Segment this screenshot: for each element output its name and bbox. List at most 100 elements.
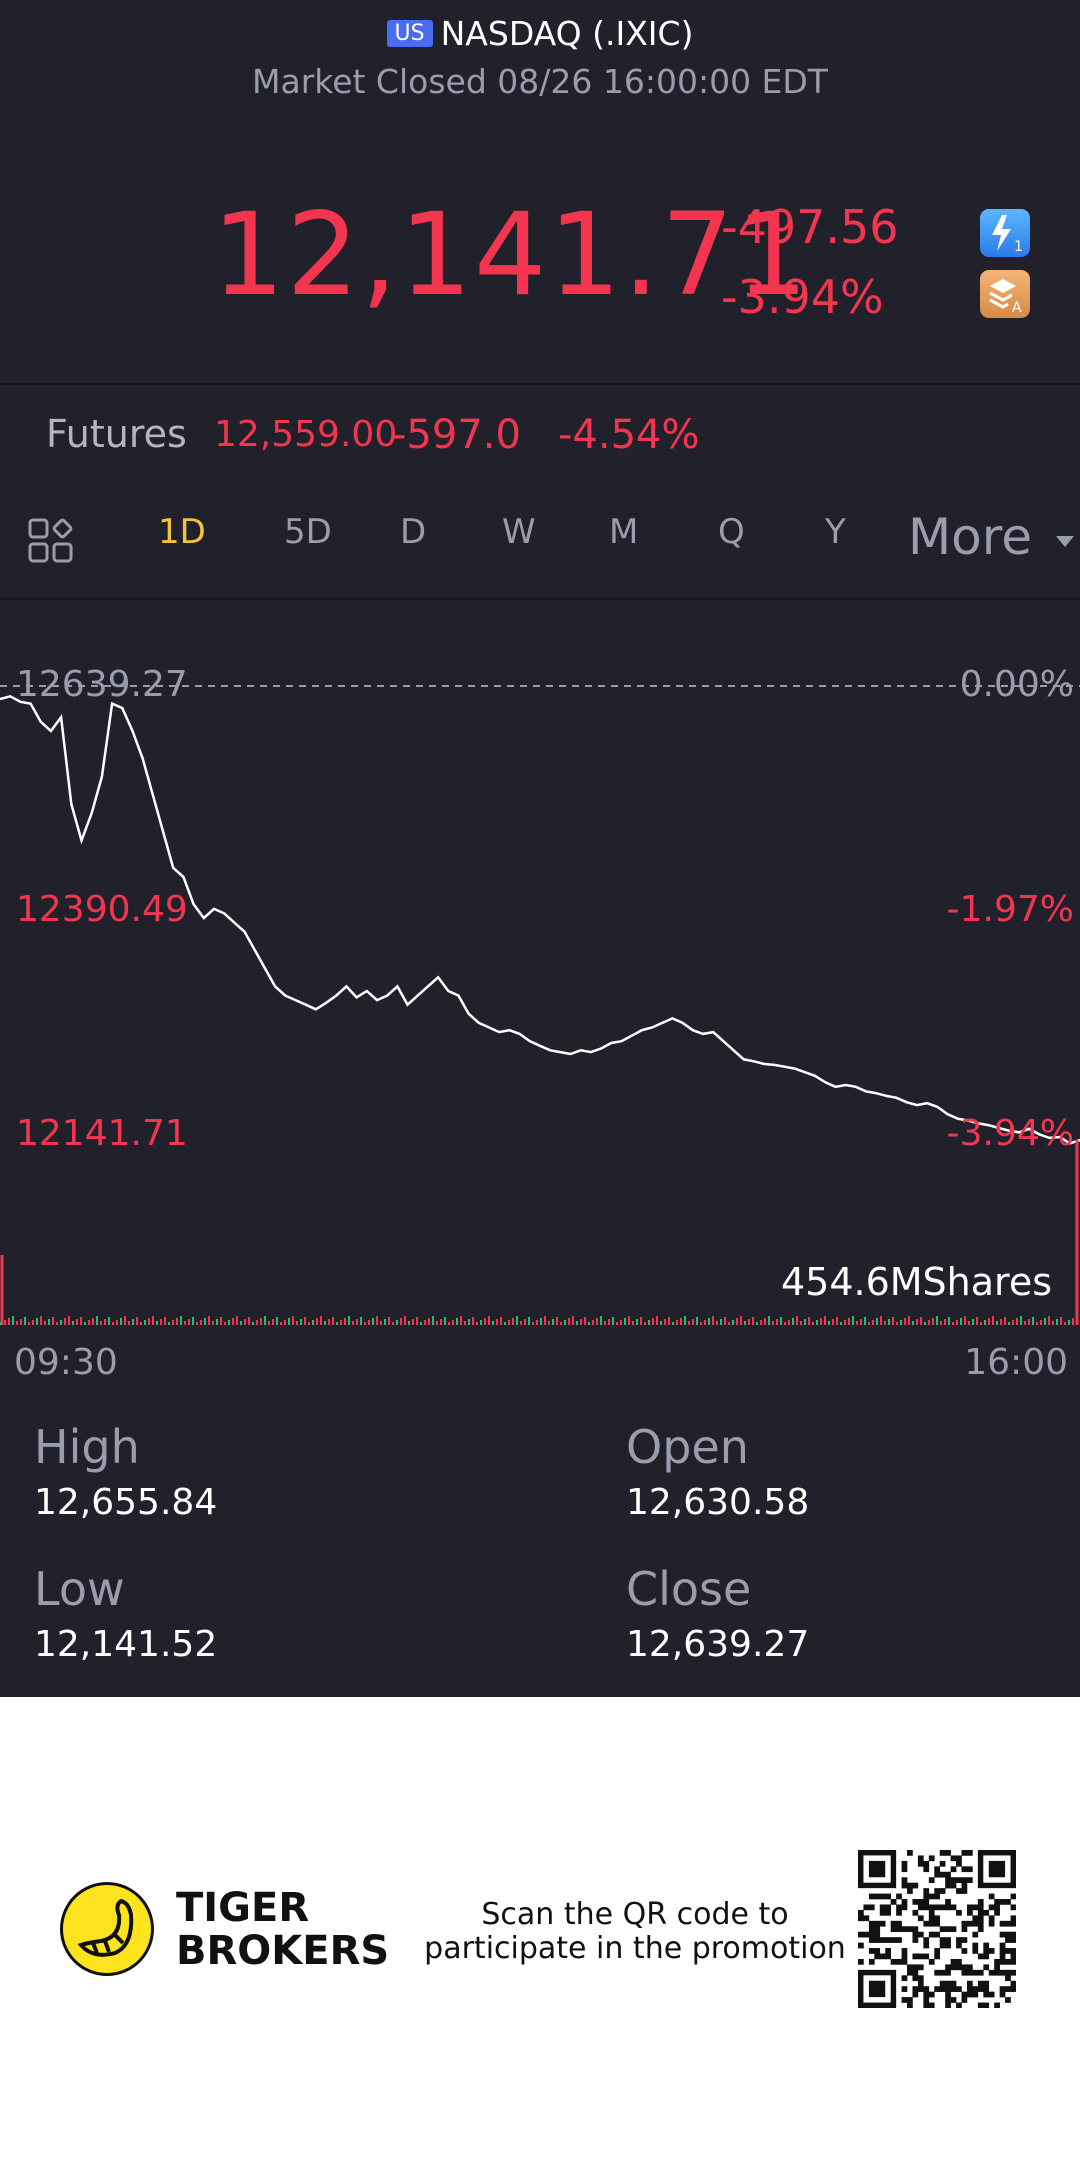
volume-bar [124, 1316, 126, 1325]
volume-bar [796, 1316, 798, 1325]
volume-bar [332, 1317, 334, 1325]
volume-bar [536, 1320, 538, 1325]
volume-bar [432, 1316, 434, 1325]
volume-bar [184, 1321, 186, 1325]
volume-bar [852, 1316, 854, 1325]
volume-bar [500, 1317, 502, 1325]
volume-bar [956, 1320, 958, 1325]
volume-bar [256, 1320, 258, 1325]
promo-line1: Scan the QR code to [481, 1897, 789, 1932]
volume-bar [372, 1318, 374, 1325]
tab-w[interactable]: W [502, 512, 536, 552]
volume-bar [576, 1321, 578, 1325]
futures-label: Futures [46, 412, 187, 456]
volume-bar [140, 1322, 142, 1325]
volume-bar [104, 1319, 106, 1325]
volume-bar [848, 1318, 850, 1325]
volume-bar [1012, 1320, 1014, 1325]
volume-bar [376, 1316, 378, 1325]
volume-bar [120, 1318, 122, 1325]
volume-bar [132, 1319, 134, 1325]
qr-code-icon[interactable] [858, 1850, 1017, 2009]
volume-bar [984, 1320, 986, 1325]
grid-menu-icon[interactable] [28, 518, 74, 564]
volume-bar [320, 1316, 322, 1325]
volume-bar [84, 1322, 86, 1325]
tab-q[interactable]: Q [718, 512, 745, 552]
volume-label: 454.6MShares [780, 1260, 1052, 1304]
volume-bar [448, 1322, 450, 1325]
volume-bar [844, 1320, 846, 1325]
promo-text: Scan the QR code to participate in the p… [420, 1898, 850, 1966]
volume-bar [704, 1320, 706, 1325]
volume-bar [892, 1317, 894, 1325]
volume-bar [612, 1317, 614, 1325]
volume-bar [620, 1320, 622, 1325]
volume-bar [296, 1321, 298, 1325]
volume-bar [692, 1319, 694, 1325]
volume-bar [204, 1318, 206, 1325]
volume-bar [740, 1316, 742, 1325]
volume-bar [900, 1320, 902, 1325]
volume-bar [828, 1321, 830, 1325]
volume-bar [396, 1320, 398, 1325]
x-label-end: 16:00 [964, 1342, 1068, 1383]
volume-bar [572, 1316, 574, 1325]
volume-bar [508, 1320, 510, 1325]
volume-bar [284, 1320, 286, 1325]
volume-bar [728, 1322, 730, 1325]
layers-icon[interactable]: A [980, 270, 1030, 318]
tab-d[interactable]: D [400, 512, 427, 552]
volume-bar [888, 1319, 890, 1325]
volume-bar [80, 1317, 82, 1325]
tab-5d[interactable]: 5D [284, 512, 332, 552]
volume-bar [444, 1317, 446, 1325]
volume-bar [776, 1319, 778, 1325]
volume-bar [404, 1316, 406, 1325]
volume-bar [172, 1320, 174, 1325]
volume-bar [248, 1317, 250, 1325]
volume-bar [648, 1320, 650, 1325]
tab-m[interactable]: M [609, 512, 639, 552]
volume-bar [368, 1320, 370, 1325]
volume-bar [516, 1316, 518, 1325]
pct-label-ref: 0.00% [959, 664, 1074, 705]
volume-bar [32, 1320, 34, 1325]
more-button[interactable]: More [908, 508, 1032, 566]
volume-bar [112, 1322, 114, 1325]
tab-y[interactable]: Y [825, 512, 846, 552]
intraday-chart[interactable] [0, 600, 1080, 1360]
volume-bar [960, 1318, 962, 1325]
volume-bar [636, 1319, 638, 1325]
volume-bar [528, 1317, 530, 1325]
volume-bar [696, 1317, 698, 1325]
volume-bar [1044, 1318, 1046, 1325]
volume-bar [360, 1317, 362, 1325]
brand-name-line2: BROKERS [176, 1928, 390, 1974]
volume-bar [700, 1322, 702, 1325]
volume-bar [988, 1318, 990, 1325]
close-label: Close [626, 1562, 752, 1616]
volume-bar [16, 1321, 18, 1325]
tab-1d[interactable]: 1D [158, 512, 206, 552]
volume-bar [352, 1321, 354, 1325]
volume-bar [628, 1316, 630, 1325]
level1-quote-icon[interactable]: 1 [980, 209, 1030, 257]
volume-bar [44, 1321, 46, 1325]
volume-bar [64, 1318, 66, 1325]
volume-bar [592, 1320, 594, 1325]
volume-bar [1060, 1317, 1062, 1325]
volume-bar [608, 1319, 610, 1325]
volume-bar [588, 1322, 590, 1325]
volume-bar [92, 1318, 94, 1325]
volume-bar [884, 1321, 886, 1325]
chevron-down-icon[interactable] [1056, 536, 1074, 547]
volume-bar [604, 1321, 606, 1325]
volume-bar [596, 1318, 598, 1325]
volume-bar [560, 1322, 562, 1325]
volume-bar [152, 1316, 154, 1325]
volume-bar [260, 1318, 262, 1325]
volume-bar [1072, 1318, 1074, 1325]
volume-bar [468, 1319, 470, 1325]
volume-bar [272, 1319, 274, 1325]
